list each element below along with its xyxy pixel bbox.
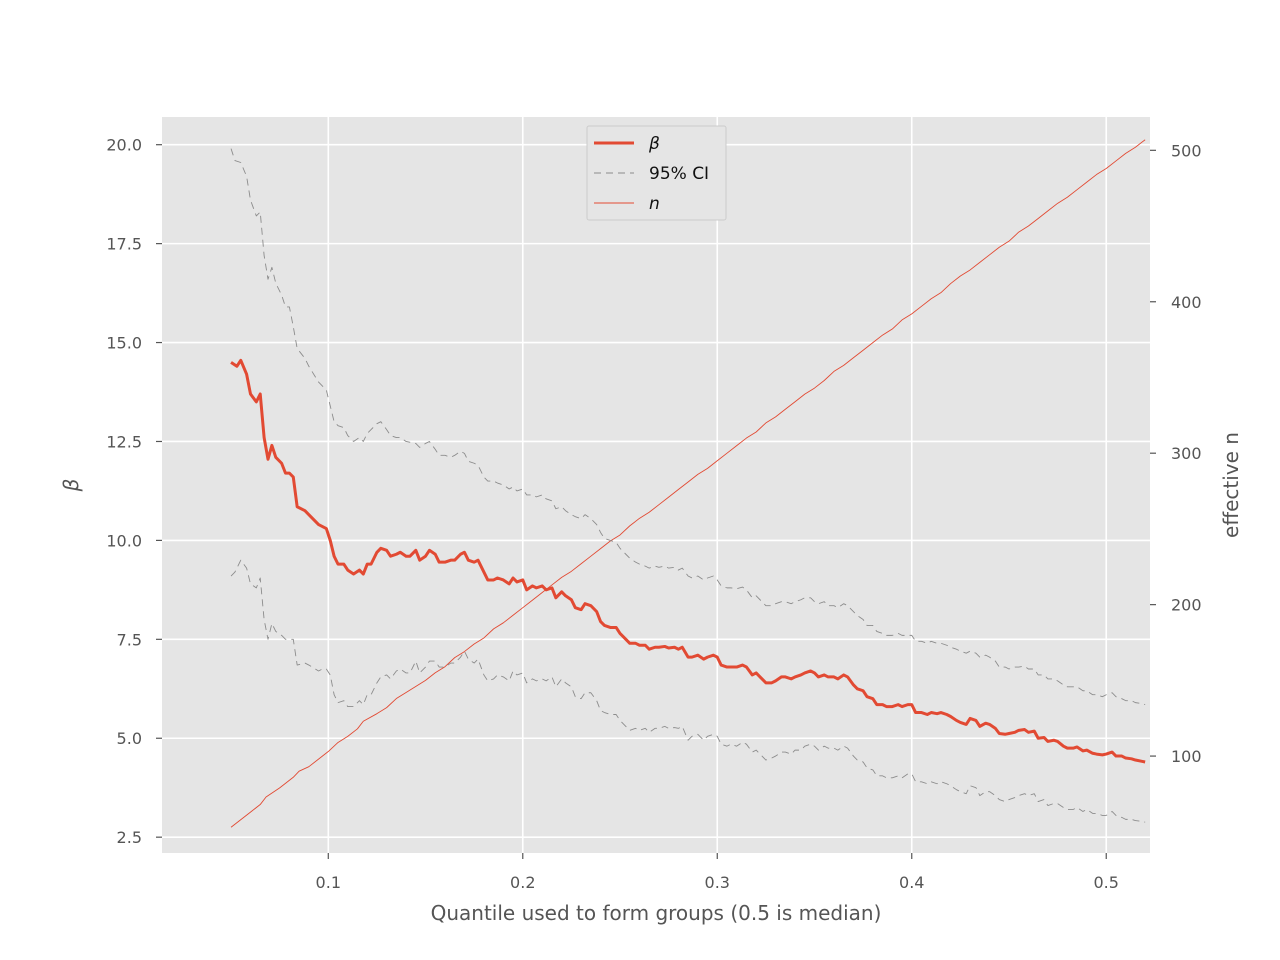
y-tick-label: 7.5 <box>117 630 142 649</box>
x-tick-label: 0.3 <box>705 873 730 892</box>
y2-tick-label: 500 <box>1171 141 1202 160</box>
legend: β 95% CI n <box>586 125 727 221</box>
x-tick-label: 0.4 <box>899 873 924 892</box>
series-line-n <box>230 139 1146 828</box>
y2-tick-label: 100 <box>1171 747 1202 766</box>
y-tick-label: 15.0 <box>106 334 142 353</box>
y-axis-right: 100 200 300 400 500 <box>1150 141 1202 766</box>
x-tick-label: 0.1 <box>316 873 341 892</box>
series-line-beta <box>230 358 1146 764</box>
legend-label-n: n <box>649 194 660 214</box>
y2-axis-title: effective n <box>1219 432 1243 538</box>
series-line-95-ci <box>230 148 1146 706</box>
y2-tick-label: 200 <box>1171 596 1202 615</box>
y2-tick-label: 300 <box>1171 444 1202 463</box>
plot-area-background <box>162 117 1150 853</box>
y-axis-left: 2.5 5.0 7.5 10.0 12.5 15.0 17.5 20.0 <box>106 136 162 847</box>
series-line-95-ci-lower <box>230 559 1146 823</box>
y-tick-label: 12.5 <box>106 432 142 451</box>
y-tick-label: 20.0 <box>106 136 142 155</box>
y-tick-label: 5.0 <box>117 729 142 748</box>
legend-label-beta: β <box>648 134 660 154</box>
y-tick-label: 2.5 <box>117 828 142 847</box>
series-layer <box>230 139 1146 828</box>
y-axis-title: β <box>59 478 83 492</box>
y-tick-label: 17.5 <box>106 235 142 254</box>
y-tick-label: 10.0 <box>106 531 142 550</box>
legend-box <box>586 125 727 221</box>
legend-label-ci: 95% CI <box>649 164 709 184</box>
x-tick-label: 0.5 <box>1094 873 1119 892</box>
x-axis-title: Quantile used to form groups (0.5 is med… <box>431 901 882 925</box>
x-axis: 0.1 0.2 0.3 0.4 0.5 <box>316 853 1119 892</box>
y2-tick-label: 400 <box>1171 293 1202 312</box>
x-tick-label: 0.2 <box>510 873 535 892</box>
